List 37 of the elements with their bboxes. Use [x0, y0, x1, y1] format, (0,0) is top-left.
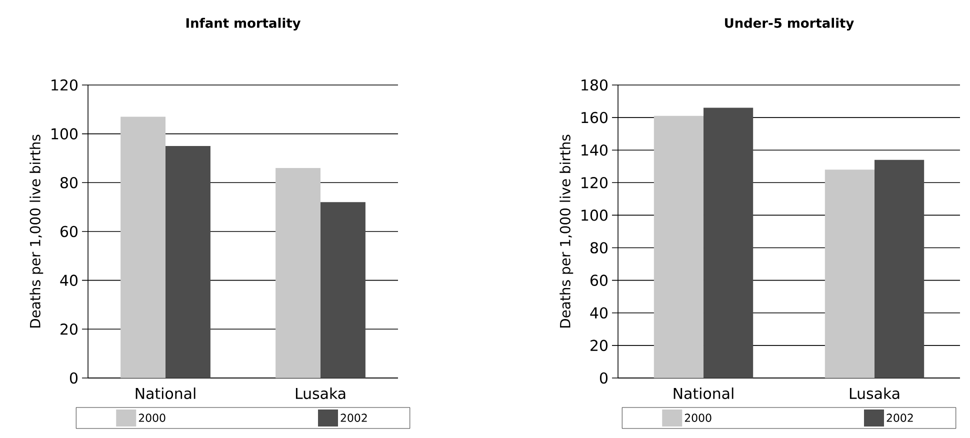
- x-tick-label: National: [136, 388, 196, 400]
- y-axis-title: Deaths per 1,000 live births: [30, 134, 44, 328]
- y-tick-label: 120: [582, 177, 608, 188]
- y-tick-label: 0: [70, 372, 78, 384]
- y-tick-label: 0: [600, 372, 608, 384]
- y-tick-label: 40: [590, 307, 608, 319]
- legend-label: 2002: [340, 414, 367, 422]
- y-tick-label: 80: [60, 177, 78, 188]
- y-tick-label: 60: [590, 274, 608, 286]
- y-tick-label: 100: [52, 128, 78, 140]
- bar: [654, 116, 704, 378]
- y-axis-title: Deaths per 1,000 live births: [560, 134, 574, 328]
- bar: [874, 160, 924, 378]
- y-tick-label: 180: [582, 79, 608, 91]
- bar: [166, 146, 210, 378]
- bar: [704, 108, 754, 378]
- x-tick-label: Lusaka: [850, 388, 900, 400]
- y-tick-label: 20: [60, 324, 78, 335]
- y-tick-label: 80: [590, 242, 608, 254]
- y-tick-label: 140: [582, 144, 608, 156]
- legend-label: 2002: [886, 414, 913, 422]
- legend-label: 2000: [684, 414, 712, 422]
- bar: [120, 116, 166, 378]
- legend-label: 2000: [138, 414, 166, 422]
- chart-title: Infant mortality: [186, 18, 301, 30]
- bar: [320, 202, 366, 378]
- y-tick-label: 160: [582, 112, 608, 124]
- x-tick-label: National: [674, 388, 734, 400]
- y-tick-label: 120: [52, 79, 78, 91]
- y-tick-label: 20: [590, 340, 608, 352]
- bar: [276, 168, 321, 378]
- y-tick-label: 100: [582, 210, 608, 221]
- bar: [824, 170, 875, 378]
- chart-title: Under-5 mortality: [725, 18, 854, 30]
- y-tick-label: 60: [60, 226, 78, 238]
- x-tick-label: Lusaka: [296, 388, 346, 400]
- y-tick-label: 40: [60, 274, 78, 286]
